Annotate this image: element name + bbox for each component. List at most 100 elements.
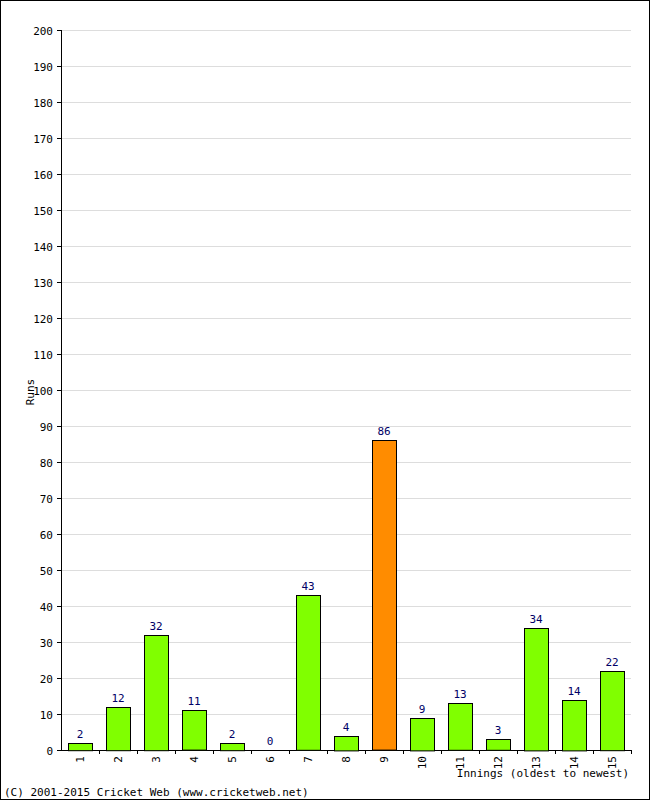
y-tick-label: 180 — [33, 97, 53, 110]
x-tick — [99, 750, 100, 754]
y-tick — [57, 750, 61, 751]
y-tick — [57, 498, 61, 499]
grid-line — [61, 282, 631, 283]
y-tick-label: 170 — [33, 133, 53, 146]
y-tick-label: 70 — [40, 493, 53, 506]
y-tick — [57, 282, 61, 283]
bar — [183, 711, 207, 751]
y-tick-label: 60 — [40, 529, 53, 542]
x-tick-label: 3 — [150, 756, 163, 763]
y-tick-label: 20 — [40, 673, 53, 686]
x-tick — [555, 750, 556, 754]
data-label: 13 — [453, 688, 466, 701]
chart: 0102030405060708090100110120130140150160… — [0, 0, 650, 800]
x-tick-label: 7 — [302, 756, 315, 763]
bar — [145, 636, 169, 751]
bar — [259, 750, 283, 751]
grid-line — [61, 570, 631, 571]
y-axis-label: Runs — [24, 379, 37, 406]
data-label: 14 — [567, 685, 581, 698]
data-label: 9 — [419, 703, 426, 716]
grid-line — [61, 426, 631, 427]
data-label: 11 — [187, 695, 200, 708]
copyright: (C) 2001-2015 Cricket Web (www.cricketwe… — [4, 786, 309, 799]
x-tick — [441, 750, 442, 754]
border — [1, 1, 650, 800]
bar — [69, 744, 93, 751]
y-tick-label: 120 — [33, 313, 53, 326]
grid-line — [61, 174, 631, 175]
y-tick-label: 40 — [40, 601, 53, 614]
data-label: 12 — [111, 692, 124, 705]
y-tick — [57, 606, 61, 607]
x-tick — [479, 750, 480, 754]
data-label: 34 — [529, 613, 543, 626]
grid-line — [61, 534, 631, 535]
x-tick-label: 8 — [340, 756, 353, 763]
y-axis — [61, 30, 62, 750]
grid-line — [61, 66, 631, 67]
data-label: 43 — [301, 580, 314, 593]
x-tick — [327, 750, 328, 754]
grid-line — [61, 246, 631, 247]
y-tick — [57, 390, 61, 391]
x-tick — [251, 750, 252, 754]
bar — [373, 441, 397, 751]
x-tick-label: 9 — [378, 756, 391, 763]
x-tick — [137, 750, 138, 754]
y-tick-label: 130 — [33, 277, 53, 290]
y-tick — [57, 66, 61, 67]
x-tick — [213, 750, 214, 754]
bar — [525, 629, 549, 751]
x-tick — [365, 750, 366, 754]
grid-line — [61, 390, 631, 391]
grid-line — [61, 498, 631, 499]
x-axis-label: Innings (oldest to newest) — [457, 767, 629, 780]
data-label: 2 — [229, 728, 236, 741]
y-tick-label: 150 — [33, 205, 53, 218]
y-tick — [57, 246, 61, 247]
data-label: 3 — [495, 724, 502, 737]
y-tick-label: 160 — [33, 169, 53, 182]
y-tick — [57, 570, 61, 571]
y-tick — [57, 354, 61, 355]
x-tick-label: 2 — [112, 756, 125, 763]
y-tick-label: 90 — [40, 421, 53, 434]
data-label: 4 — [343, 721, 350, 734]
y-tick-label: 200 — [33, 25, 53, 38]
x-tick — [289, 750, 290, 754]
bar — [221, 744, 245, 751]
bar — [297, 596, 321, 751]
y-tick-label: 10 — [40, 709, 53, 722]
y-tick — [57, 426, 61, 427]
bar — [449, 704, 473, 751]
data-label: 32 — [149, 620, 162, 633]
grid-line — [61, 210, 631, 211]
y-tick — [57, 102, 61, 103]
y-tick — [57, 714, 61, 715]
y-tick — [57, 462, 61, 463]
y-tick-label: 140 — [33, 241, 53, 254]
bar — [487, 740, 511, 751]
x-tick-label: 4 — [188, 756, 201, 763]
y-tick — [57, 678, 61, 679]
x-tick-label: 10 — [416, 756, 429, 769]
y-tick-label: 190 — [33, 61, 53, 74]
bar — [563, 701, 587, 751]
y-tick — [57, 138, 61, 139]
grid-line — [61, 606, 631, 607]
y-tick-label: 80 — [40, 457, 53, 470]
x-tick — [403, 750, 404, 754]
grid-line — [61, 318, 631, 319]
grid-line — [61, 30, 631, 31]
grid-line — [61, 138, 631, 139]
x-tick-label: 1 — [74, 756, 87, 763]
grid-line — [61, 102, 631, 103]
x-tick-label: 5 — [226, 756, 239, 763]
grid-line — [61, 354, 631, 355]
data-label: 22 — [605, 656, 618, 669]
data-label: 2 — [77, 728, 84, 741]
y-tick — [57, 174, 61, 175]
bar — [411, 719, 435, 751]
y-tick-label: 50 — [40, 565, 53, 578]
